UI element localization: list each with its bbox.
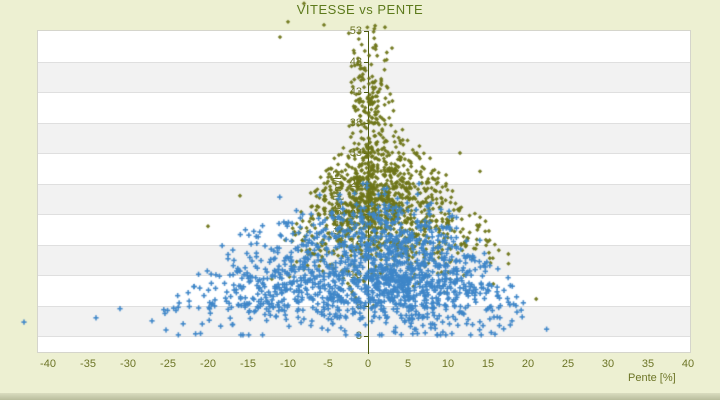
y-axis-tick	[364, 245, 368, 246]
y-tick-label: 13	[349, 269, 362, 281]
y-axis-line	[368, 31, 369, 354]
grid-band	[38, 244, 690, 276]
y-tick-label: 28	[349, 178, 362, 190]
y-axis-tick	[364, 123, 368, 124]
chart-title: VITESSE vs PENTE	[296, 2, 424, 17]
plot-area	[37, 30, 691, 353]
y-tick-label: 38	[349, 117, 362, 129]
y-axis-tick	[364, 184, 368, 185]
y-tick-label: 18	[349, 239, 362, 251]
x-tick-label: 5	[404, 358, 412, 370]
x-tick-label: 0	[364, 358, 372, 370]
y-tick-label: 48	[349, 56, 362, 68]
x-tick-label: -40	[40, 358, 56, 370]
x-tick-label: -35	[80, 358, 96, 370]
y-axis-tick	[364, 153, 368, 154]
grid-band	[38, 336, 690, 352]
y-axis-tick	[364, 31, 368, 32]
x-tick-label: 15	[481, 358, 495, 370]
grid-band	[38, 61, 690, 92]
x-tick-label: 10	[441, 358, 455, 370]
grid-band	[38, 153, 690, 184]
y-tick-label: 3	[355, 330, 362, 342]
y-tick-label: 43	[349, 86, 362, 98]
y-tick-label: 23	[349, 208, 362, 220]
grid-band	[38, 31, 690, 62]
y-axis-tick	[364, 275, 368, 276]
grid-band	[38, 305, 690, 337]
x-tick-label: -25	[160, 358, 176, 370]
y-axis-tick	[364, 336, 368, 337]
y-tick-label: 33	[349, 147, 362, 159]
y-tick-label: 53	[349, 25, 362, 37]
y-tick-label: 8	[355, 300, 362, 312]
grid-band	[38, 183, 690, 215]
grid-band	[38, 214, 690, 245]
grid-band	[38, 92, 690, 123]
x-tick-label: -15	[240, 358, 256, 370]
y-axis-tick	[364, 92, 368, 93]
y-axis-tick	[364, 214, 368, 215]
x-tick-label: 20	[521, 358, 535, 370]
x-tick-label: -5	[323, 358, 333, 370]
grid-band	[38, 275, 690, 306]
x-tick-label: 40	[681, 358, 695, 370]
x-tick-label: -20	[200, 358, 216, 370]
window-bottom-edge	[0, 393, 720, 400]
x-tick-label: 35	[641, 358, 655, 370]
x-axis-label: Pente [%]	[628, 372, 676, 384]
x-tick-label: 25	[561, 358, 575, 370]
x-tick-label: -10	[280, 358, 296, 370]
x-tick-label: -30	[120, 358, 136, 370]
y-axis-tick	[364, 62, 368, 63]
y-axis-label: Vitesse [km/h]	[332, 170, 344, 240]
grid-band	[38, 122, 690, 154]
x-tick-label: 30	[601, 358, 615, 370]
y-axis-tick	[364, 306, 368, 307]
